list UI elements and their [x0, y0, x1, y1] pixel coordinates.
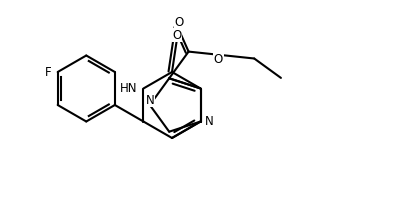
Text: HN: HN — [120, 82, 138, 95]
Text: N: N — [146, 93, 154, 107]
Text: O: O — [214, 52, 223, 66]
Text: O: O — [172, 29, 182, 42]
Text: O: O — [174, 16, 184, 30]
Text: N: N — [204, 115, 213, 128]
Text: F: F — [45, 66, 52, 78]
